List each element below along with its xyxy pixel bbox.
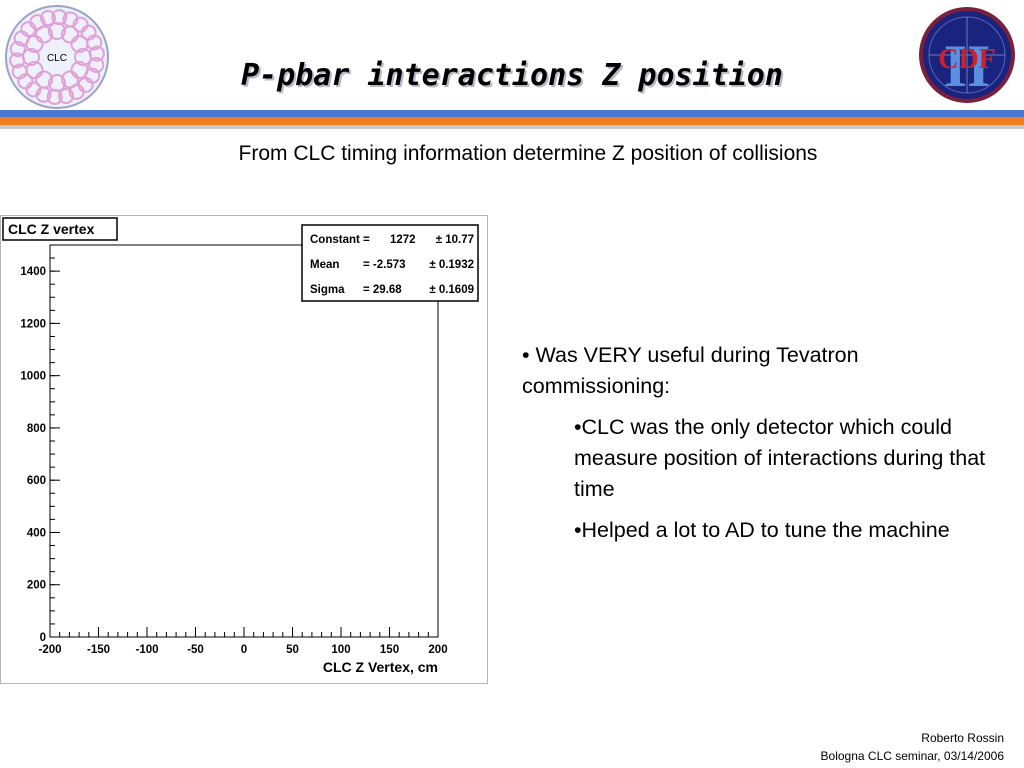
footer-event: Bologna CLC seminar, 03/14/2006	[820, 749, 1004, 763]
clc-logo: CLC	[4, 4, 110, 110]
histogram-chart: -200 -150 -100 -50 0 50 100 150 200 0 200 400 600 800…	[0, 214, 489, 685]
clc-logo-text: CLC	[47, 53, 67, 64]
stats-label: Sigma	[310, 284, 345, 296]
cdf-logo-numeral: II	[944, 33, 991, 99]
title-divider	[0, 110, 1024, 129]
footer-author: Roberto Rossin	[921, 731, 1004, 745]
histogram-title-box	[2, 217, 118, 241]
y-tick-label: 0	[40, 632, 46, 644]
plot-frame	[49, 244, 439, 638]
bullet-list: • Was VERY useful during Tevatron commis…	[522, 340, 992, 556]
slide-footer: Roberto Rossin Bologna CLC seminar, 03/1…	[821, 729, 1004, 765]
x-tick-label: -200	[38, 644, 61, 656]
stats-value: = -2.573	[363, 259, 406, 271]
histogram-svg: -200 -150 -100 -50 0 50 100 150 200 0 200 400 600 800…	[0, 214, 489, 685]
bullet-subitem: •Helped a lot to AD to tune the machine	[574, 518, 950, 542]
y-tick-label: 400	[27, 527, 46, 539]
stats-error: ± 0.1932	[429, 259, 474, 271]
y-tick-label: 600	[27, 475, 46, 487]
slide-title: P-pbar interactions Z position	[241, 58, 783, 93]
y-tick-label: 1200	[20, 318, 46, 330]
y-tick-label: 200	[27, 580, 46, 592]
slide-subtitle: From CLC timing information determine Z …	[238, 142, 818, 165]
x-axis-label: CLC Z Vertex, cm	[323, 659, 438, 675]
cdf-logo-text: CDF	[938, 44, 996, 75]
bullet-subitem: •CLC was the only detector which could m…	[574, 415, 986, 501]
x-tick-label: -100	[135, 644, 158, 656]
stats-error: ± 0.1609	[429, 284, 474, 296]
x-tick-label: 50	[286, 644, 299, 656]
bullet-item: • Was VERY useful during Tevatron commis…	[522, 343, 859, 398]
cdf-logo: II CDF	[918, 6, 1016, 104]
x-tick-label: 0	[241, 644, 247, 656]
stats-box	[301, 224, 479, 302]
x-tick-label: 100	[331, 644, 350, 656]
stats-label: Mean	[310, 259, 339, 271]
x-tick-label: 150	[380, 644, 399, 656]
stats-value: = 29.68	[363, 284, 402, 296]
y-tick-label: 800	[27, 423, 46, 435]
histogram-title: CLC Z vertex	[8, 221, 95, 237]
stats-value: 1272	[390, 234, 416, 246]
x-tick-label: -150	[87, 644, 110, 656]
x-tick-label: -50	[187, 644, 204, 656]
x-tick-label: 200	[428, 644, 447, 656]
stats-error: ± 10.77	[436, 234, 474, 246]
stats-label: Constant =	[310, 234, 370, 246]
y-tick-label: 1000	[20, 371, 46, 383]
y-tick-label: 1400	[20, 266, 46, 278]
